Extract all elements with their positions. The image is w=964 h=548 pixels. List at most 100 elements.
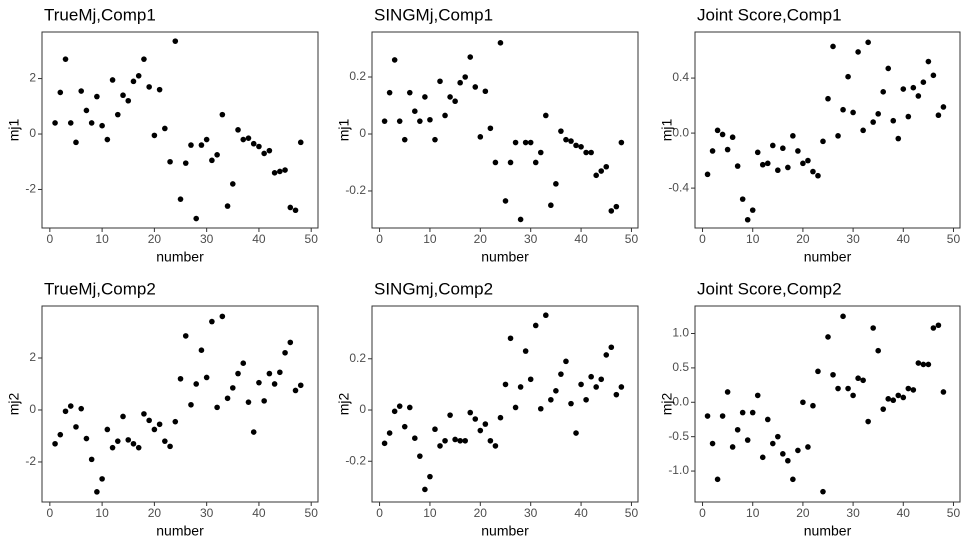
point: [517, 216, 524, 223]
point: [99, 476, 105, 482]
point: [930, 72, 937, 79]
point: [287, 204, 294, 211]
point: [120, 92, 126, 99]
point: [214, 152, 220, 158]
point: [920, 361, 927, 368]
point: [865, 418, 871, 425]
point: [578, 144, 584, 150]
point: [704, 413, 711, 419]
x-tick-label: 20: [474, 232, 488, 246]
y-tick-label: 0.4: [672, 70, 689, 84]
point: [141, 56, 147, 62]
point: [219, 313, 226, 320]
x-axis-title: number: [804, 249, 852, 265]
point: [417, 118, 423, 124]
point: [563, 136, 569, 143]
y-axis-title: mj2: [6, 393, 22, 416]
point: [406, 89, 413, 96]
point: [709, 440, 716, 447]
point: [618, 139, 625, 146]
y-tick-label: -2: [25, 182, 36, 196]
point: [729, 444, 736, 450]
point: [266, 370, 273, 377]
point: [422, 486, 428, 493]
point: [507, 335, 514, 342]
point: [214, 404, 220, 411]
point: [890, 397, 897, 404]
point: [860, 377, 866, 384]
point: [282, 349, 288, 356]
point: [729, 134, 736, 141]
point: [203, 136, 210, 143]
point: [840, 313, 846, 320]
plot-frame: [41, 31, 319, 229]
x-tick-label: 0: [699, 232, 706, 246]
point: [250, 429, 257, 435]
point: [198, 347, 205, 353]
point: [94, 489, 100, 495]
point: [563, 358, 569, 365]
point: [900, 86, 907, 92]
point: [815, 368, 821, 375]
point: [775, 167, 781, 174]
point: [900, 394, 907, 401]
point: [104, 426, 111, 433]
point: [890, 117, 897, 124]
x-tick-label: 40: [574, 506, 588, 520]
x-tick-label: 20: [796, 506, 810, 520]
point: [172, 418, 179, 425]
point: [618, 384, 625, 390]
point: [256, 379, 262, 386]
x-tick-label: 30: [846, 506, 860, 520]
point: [925, 58, 932, 65]
panel-title: TrueMj,Comp1: [44, 5, 156, 24]
point: [52, 120, 58, 126]
point: [749, 409, 756, 416]
point: [845, 385, 851, 392]
point: [830, 43, 836, 50]
point: [130, 440, 137, 447]
point: [452, 436, 458, 443]
point: [104, 136, 111, 143]
x-tick-label: 40: [574, 232, 588, 246]
point: [177, 196, 184, 202]
point: [57, 89, 64, 96]
point: [935, 112, 942, 119]
point: [396, 118, 403, 124]
point: [224, 395, 231, 402]
point: [820, 488, 826, 495]
point: [790, 133, 796, 139]
point: [870, 119, 876, 125]
point: [850, 392, 856, 399]
point: [780, 145, 786, 152]
point: [487, 437, 494, 444]
point: [759, 161, 766, 168]
point: [895, 135, 902, 142]
point: [292, 387, 299, 394]
point: [608, 344, 615, 351]
point: [447, 94, 453, 100]
point: [386, 430, 393, 436]
y-tick-label: 0.5: [672, 360, 689, 374]
point: [875, 347, 881, 354]
point: [193, 215, 200, 222]
point: [795, 148, 801, 154]
point: [261, 398, 267, 404]
x-tick-label: 20: [474, 506, 488, 520]
point: [162, 438, 168, 444]
point: [940, 389, 947, 395]
x-tick-label: 40: [897, 232, 911, 246]
point: [613, 391, 620, 398]
point: [452, 98, 458, 105]
point: [492, 443, 499, 449]
y-tick-label: -2: [25, 454, 36, 468]
point: [583, 396, 589, 403]
x-tick-label: 0: [376, 232, 383, 246]
point: [229, 385, 236, 391]
x-tick-label: 30: [524, 506, 538, 520]
point: [603, 163, 610, 170]
point: [52, 440, 58, 447]
point: [209, 318, 215, 325]
y-tick-label: 0: [359, 126, 366, 140]
point: [256, 143, 262, 150]
